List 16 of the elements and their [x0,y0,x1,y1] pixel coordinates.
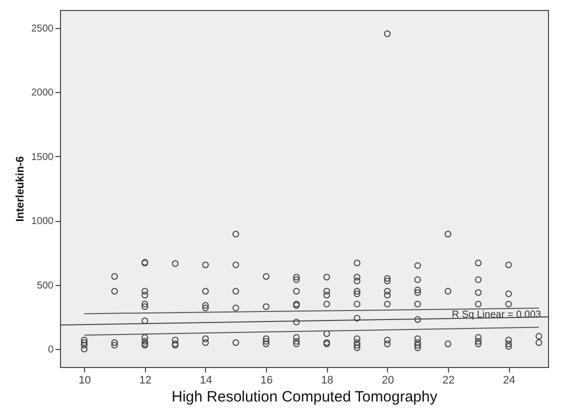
x-tick-label: 22 [442,374,455,386]
x-tick-label: 14 [200,374,212,386]
x-axis-title: High Resolution Computed Tomography [172,388,438,406]
x-tick-label: 10 [78,374,91,386]
y-tick-label: 1000 [31,216,54,228]
y-tick-label: 2000 [31,88,54,99]
y-tick-label: 0 [48,344,54,356]
y-tick-label: 1500 [31,152,54,163]
x-tick-label: 16 [260,374,273,386]
x-tick-label: 24 [502,374,516,386]
y-tick-label: 2500 [31,23,54,34]
x-tick-label: 12 [139,374,152,386]
y-tick-label: 500 [36,280,54,292]
y-axis-title: Interleukin-6 [14,156,26,222]
x-tick-label: 20 [382,374,394,386]
x-tick-label: 18 [321,374,334,386]
